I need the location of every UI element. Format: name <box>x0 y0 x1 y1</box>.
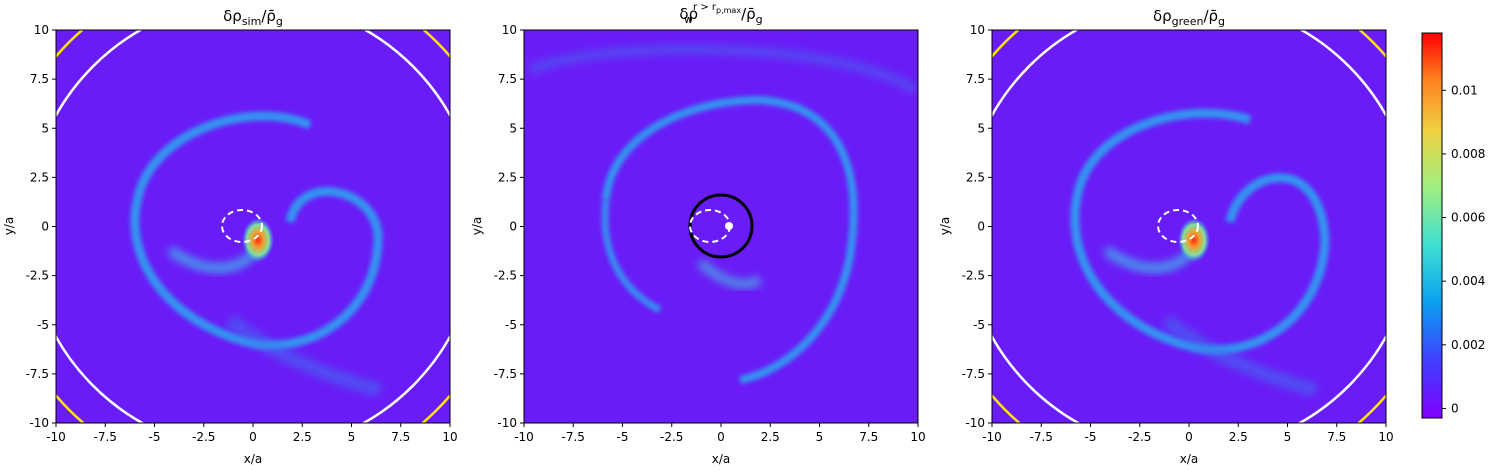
hotspot-sim <box>242 218 274 262</box>
ticks-sim: -10 -7.5 -5 -2.5 0 2.5 5 7.5 10 -10 -7.5 -5 -2.5 0 2.5… <box>26 23 458 444</box>
planet-dot-wake <box>725 222 733 230</box>
x-tick-label-wake: 5 <box>816 430 824 444</box>
spiral-wake-sim <box>130 111 383 350</box>
colorbar-tick-label: 0.008 <box>1451 147 1485 161</box>
colorbar-tick-label: 0.006 <box>1451 211 1485 225</box>
y-tick-label-green: -2.5 <box>962 269 985 283</box>
x-tick-label-sim: 2.5 <box>293 430 312 444</box>
ylabel-green: y/a <box>938 217 952 236</box>
x-tick-label-sim: 10 <box>442 430 457 444</box>
y-tick-label-sim: 2.5 <box>30 170 49 184</box>
colorbar-tick-label: 0.01 <box>1451 83 1478 97</box>
x-tick-label-green: 10 <box>1378 430 1393 444</box>
colorbar-tick-label: 0.002 <box>1451 338 1485 352</box>
spiral-wake-green <box>1070 108 1330 355</box>
x-tick-label-wake: 2.5 <box>761 430 780 444</box>
density-field-sim <box>130 111 383 397</box>
colorbar-ticks: 0 0.002 0.004 0.006 0.008 0.01 <box>1442 83 1485 415</box>
y-tick-label-green: -7.5 <box>962 367 985 381</box>
ylabel-wake: y/a <box>470 217 484 236</box>
xlabel-wake: x/a <box>712 452 731 466</box>
y-tick-label-sim: -7.5 <box>26 367 49 381</box>
panel-sim: -10 -7.5 -5 -2.5 0 2.5 5 7.5 10 -10 -7.5 -5 -2.5 0 2.5… <box>2 7 458 466</box>
x-tick-label-green: 0 <box>1185 430 1193 444</box>
y-tick-label-wake: -7.5 <box>494 367 517 381</box>
x-tick-label-sim: 5 <box>348 430 356 444</box>
x-tick-label-green: -7.5 <box>1030 430 1053 444</box>
outer-arc-sim <box>225 314 382 397</box>
x-tick-label-wake: -7.5 <box>562 430 585 444</box>
x-tick-label-green: -5 <box>1085 430 1097 444</box>
x-tick-label-green: -2.5 <box>1128 430 1151 444</box>
y-tick-label-sim: -2.5 <box>26 269 49 283</box>
x-tick-label-green: 5 <box>1284 430 1292 444</box>
y-tick-label-wake: -5 <box>505 318 517 332</box>
dashed-ellipse-sim <box>221 209 263 243</box>
y-tick-label-wake: 0 <box>509 220 517 234</box>
colorbar: 0 0.002 0.004 0.006 0.008 0.01 <box>1421 32 1485 419</box>
title-green: δρgreen/ρ̄g <box>1153 7 1225 28</box>
x-tick-label-wake: 7.5 <box>859 430 878 444</box>
outer-arc-green <box>1161 314 1318 397</box>
colorbar-gradient <box>1421 32 1443 419</box>
x-tick-label-green: -10 <box>982 430 1002 444</box>
y-tick-label-wake: -2.5 <box>494 269 517 283</box>
panel-green: -10 -7.5 -5 -2.5 0 2.5 5 7.5 10 -10 -7.5 -5 -2.5 0 2.5… <box>938 7 1394 466</box>
density-field-wake <box>528 44 918 384</box>
y-tick-label-green: -10 <box>965 416 985 430</box>
y-tick-label-sim: 7.5 <box>30 72 49 86</box>
y-tick-label-wake: 5 <box>509 121 517 135</box>
y-tick-label-wake: 2.5 <box>498 170 517 184</box>
colorbar-tick-label: 0.004 <box>1451 274 1485 288</box>
y-tick-label-sim: 5 <box>41 121 49 135</box>
y-tick-label-wake: 7.5 <box>498 72 517 86</box>
y-tick-label-wake: 10 <box>502 23 517 37</box>
x-tick-label-wake: -2.5 <box>660 430 683 444</box>
y-tick-label-sim: -5 <box>37 318 49 332</box>
x-tick-label-wake: -5 <box>617 430 629 444</box>
y-tick-label-green: 5 <box>977 121 985 135</box>
x-tick-label-green: 7.5 <box>1327 430 1346 444</box>
ylabel-sim: y/a <box>2 217 16 236</box>
x-tick-label-sim: 7.5 <box>391 430 410 444</box>
title-wake: δρwr > rp,max/ρ̄g <box>679 2 762 26</box>
x-tick-label-wake: 0 <box>717 430 725 444</box>
density-field-green <box>1070 108 1330 397</box>
y-tick-label-green: 2.5 <box>966 170 985 184</box>
ticks-green: -10 -7.5 -5 -2.5 0 2.5 5 7.5 10 -10 -7.5 -5 -2.5 0 2.5… <box>962 23 1394 444</box>
spiral-wake-wake <box>602 95 858 384</box>
x-tick-label-wake: 10 <box>910 430 925 444</box>
hotspot-green <box>1178 218 1210 262</box>
x-tick-label-sim: -2.5 <box>192 430 215 444</box>
dashed-ellipse-green <box>1157 209 1199 243</box>
xlabel-green: x/a <box>1180 452 1199 466</box>
panel-wake: -10 -7.5 -5 -2.5 0 2.5 5 7.5 10 -10 -7.5 -5 -2.5 0 2.5… <box>470 2 926 466</box>
y-tick-label-wake: -10 <box>497 416 517 430</box>
x-tick-label-sim: 0 <box>249 430 257 444</box>
y-tick-label-green: 7.5 <box>966 72 985 86</box>
plot-area-wake <box>524 30 918 423</box>
x-tick-label-wake: -10 <box>514 430 534 444</box>
xlabel-sim: x/a <box>244 452 263 466</box>
y-tick-label-sim: -10 <box>29 416 49 430</box>
y-tick-label-sim: 0 <box>41 220 49 234</box>
colorbar-tick-label: 0 <box>1451 401 1459 415</box>
lower-glow-wake <box>696 258 763 289</box>
outer-arc-wake <box>528 44 918 95</box>
left-arm-wake <box>601 199 662 314</box>
y-tick-label-green: 10 <box>970 23 985 37</box>
ticks-wake: -10 -7.5 -5 -2.5 0 2.5 5 7.5 10 -10 -7.5 -5 -2.5 0 2.5… <box>494 23 926 444</box>
x-tick-label-sim: -10 <box>46 430 66 444</box>
y-tick-label-sim: 10 <box>34 23 49 37</box>
title-sim: δρsim/ρ̄g <box>223 7 283 28</box>
y-tick-label-green: 0 <box>977 220 985 234</box>
x-tick-label-green: 2.5 <box>1229 430 1248 444</box>
x-tick-label-sim: -7.5 <box>94 430 117 444</box>
y-tick-label-green: -5 <box>973 318 985 332</box>
x-tick-label-sim: -5 <box>149 430 161 444</box>
black-circle-wake <box>688 193 754 259</box>
